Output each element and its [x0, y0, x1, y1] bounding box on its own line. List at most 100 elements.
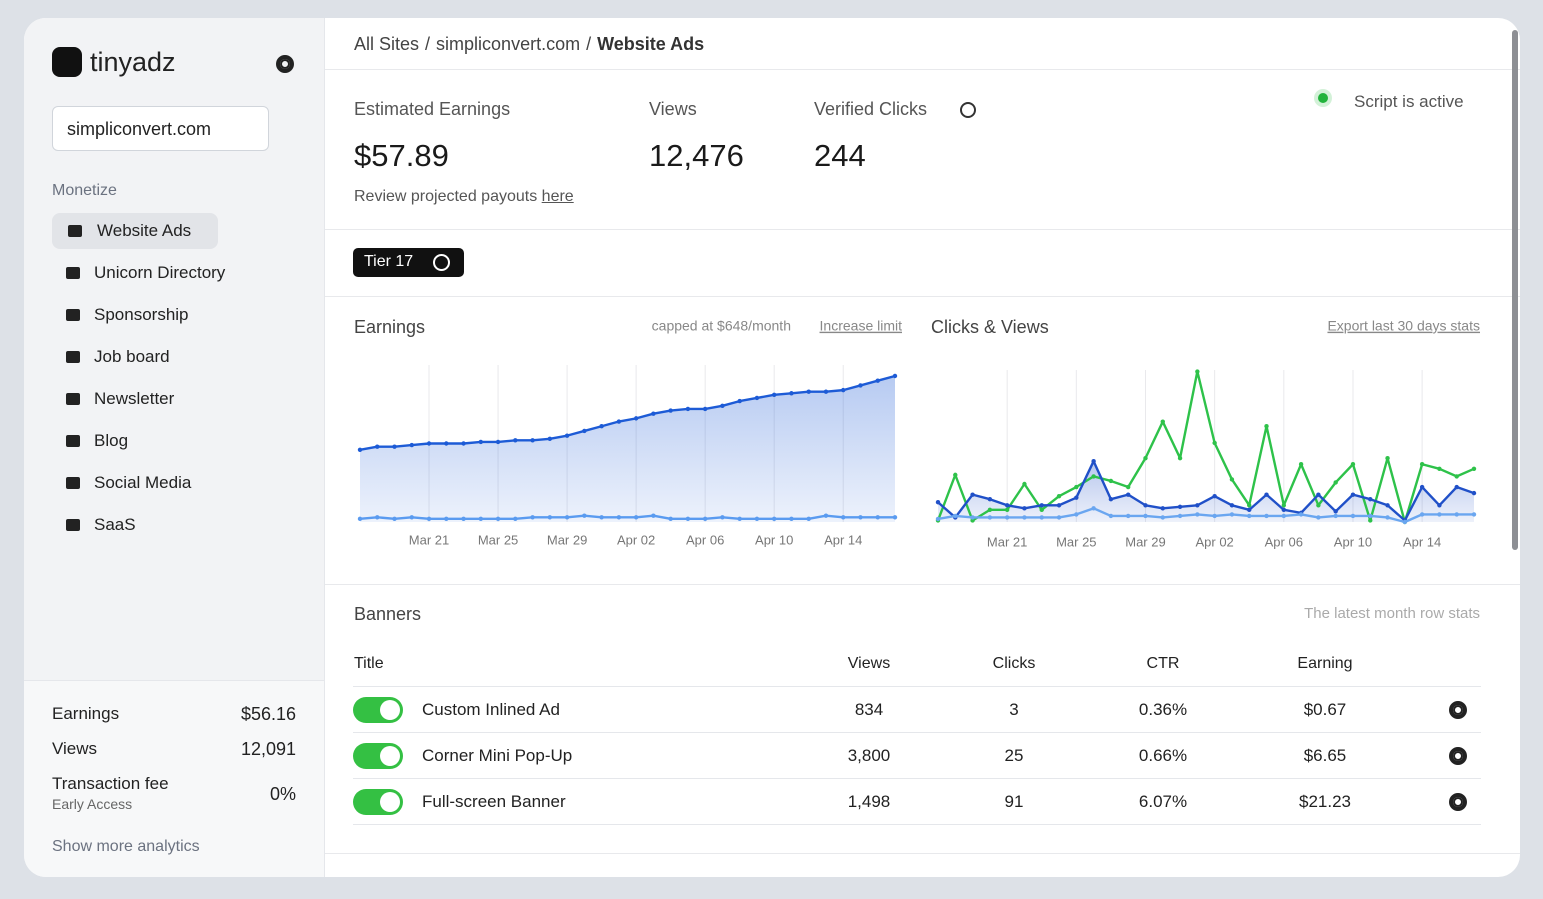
- point: [616, 419, 622, 424]
- row-settings[interactable]: [1449, 747, 1467, 765]
- point: [375, 444, 380, 449]
- cell: 3,800: [847, 746, 891, 765]
- point: [1316, 503, 1321, 508]
- point: [1350, 513, 1356, 519]
- more-link[interactable]: Show more analytics: [52, 838, 200, 855]
- point: [1247, 507, 1252, 513]
- chart-link[interactable]: Export last 30 days stats: [1327, 318, 1480, 334]
- nav-item[interactable]: Sponsorship: [94, 305, 189, 324]
- cell: $21.23: [1299, 792, 1351, 811]
- point: [1056, 515, 1062, 520]
- point: [1160, 506, 1165, 511]
- cell: 0.66%: [1138, 746, 1188, 765]
- point: [1471, 512, 1477, 517]
- x-tick-label: Mar 21: [409, 532, 449, 547]
- site-select[interactable]: simpliconvert.com: [52, 106, 269, 151]
- point: [1350, 492, 1356, 497]
- point: [1368, 518, 1373, 523]
- nav-item[interactable]: Job board: [94, 347, 170, 366]
- cell: $6.65: [1303, 746, 1347, 765]
- point: [737, 516, 742, 522]
- payout-link[interactable]: here: [541, 188, 574, 205]
- summary-value: 0%: [269, 784, 296, 804]
- point: [702, 516, 708, 522]
- section-label: Monetize: [52, 182, 117, 199]
- point: [1437, 503, 1442, 508]
- point: [1022, 506, 1027, 511]
- point: [1212, 493, 1217, 499]
- row-settings[interactable]: [1449, 701, 1467, 719]
- point: [651, 513, 656, 518]
- point: [935, 500, 941, 505]
- help-icon[interactable]: [433, 254, 450, 271]
- point: [858, 515, 863, 520]
- nav-item[interactable]: Unicorn Directory: [94, 263, 226, 282]
- point: [1247, 513, 1252, 519]
- point: [444, 516, 449, 522]
- point: [737, 398, 742, 404]
- point: [1437, 466, 1442, 471]
- point: [1056, 493, 1062, 499]
- tier-text: Tier 17: [364, 253, 414, 270]
- point: [1316, 515, 1321, 520]
- x-tick-label: Mar 29: [1125, 534, 1165, 549]
- help-icon[interactable]: [960, 102, 976, 118]
- row-line: [353, 778, 1481, 779]
- point: [1229, 477, 1235, 482]
- x-tick-label: Mar 29: [547, 532, 587, 547]
- point: [1368, 513, 1373, 519]
- point: [1419, 512, 1425, 517]
- summary-label: Earnings: [52, 704, 120, 723]
- nav-item[interactable]: Blog: [94, 431, 129, 450]
- crumb[interactable]: All Sites: [354, 34, 420, 54]
- point: [875, 378, 880, 383]
- point: [970, 515, 975, 520]
- crumb[interactable]: simpliconvert.com: [436, 34, 581, 54]
- divider: [325, 69, 1520, 70]
- nav-icon: [66, 435, 80, 447]
- point: [841, 515, 846, 520]
- divider: [325, 229, 1520, 230]
- nav-item[interactable]: Newsletter: [94, 389, 175, 408]
- toggle[interactable]: [353, 743, 403, 769]
- payout-text: Review projected payouts: [354, 188, 538, 205]
- settings-icon[interactable]: [276, 55, 294, 73]
- point: [970, 492, 975, 497]
- chart-link[interactable]: Increase limit: [820, 318, 903, 334]
- point: [1212, 440, 1217, 446]
- point: [547, 436, 553, 441]
- nav-icon: [66, 351, 80, 363]
- row-line: [353, 824, 1481, 825]
- point: [426, 516, 432, 522]
- point: [564, 433, 570, 438]
- cell: Full-screen Banner: [422, 792, 566, 811]
- point: [668, 516, 673, 522]
- point: [987, 507, 993, 513]
- point: [754, 516, 760, 522]
- point: [1039, 515, 1044, 520]
- nav-item[interactable]: Social Media: [94, 473, 192, 492]
- point: [599, 424, 604, 429]
- point: [1385, 455, 1390, 461]
- tier-badge[interactable]: Tier 17: [353, 248, 464, 277]
- point: [513, 516, 518, 522]
- status-dot: [1318, 93, 1328, 103]
- nav-item[interactable]: SaaS: [94, 515, 136, 534]
- point: [1385, 515, 1390, 520]
- chart-title: Earnings: [354, 317, 425, 337]
- column-header: CTR: [1146, 655, 1180, 672]
- area: [360, 375, 895, 522]
- divider: [325, 584, 1520, 585]
- summary-value: $56.16: [240, 704, 296, 724]
- stat-label: Views: [649, 99, 697, 119]
- toggle[interactable]: [353, 697, 403, 723]
- point: [1195, 503, 1200, 508]
- nav-icon: [68, 225, 82, 237]
- row-settings[interactable]: [1449, 793, 1467, 811]
- nav-item[interactable]: Website Ads: [97, 221, 192, 240]
- line: [937, 460, 1475, 522]
- nav-icon: [66, 519, 80, 531]
- scrollbar[interactable]: [1512, 30, 1518, 550]
- point: [806, 389, 811, 394]
- toggle[interactable]: [353, 789, 403, 815]
